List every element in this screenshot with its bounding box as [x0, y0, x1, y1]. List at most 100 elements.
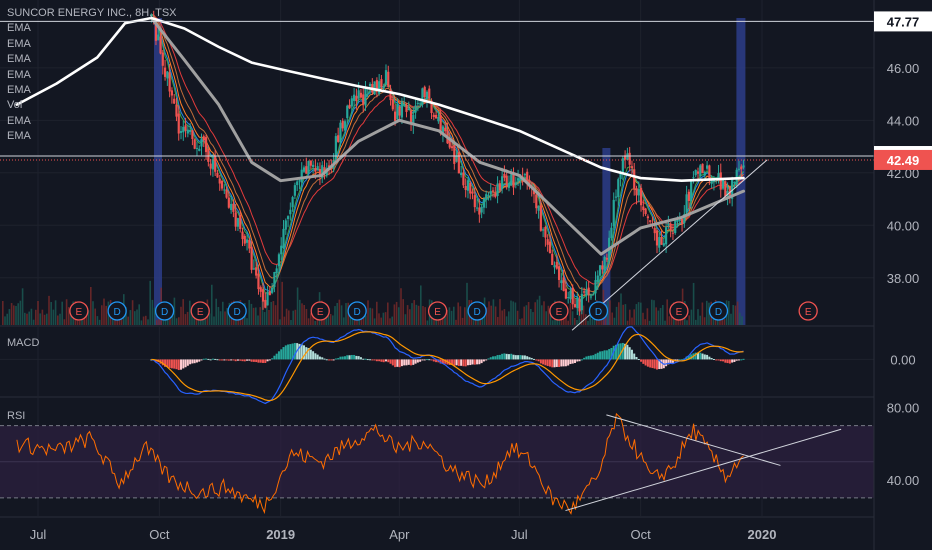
macd-histogram-bar: [218, 359, 221, 361]
macd-histogram-bar: [537, 359, 540, 362]
candle-body: [223, 189, 226, 191]
macd-histogram-bar: [539, 359, 542, 364]
macd-histogram-bar: [378, 359, 381, 362]
volume-bar: [488, 301, 490, 325]
volume-bar: [413, 300, 415, 325]
macd-histogram-bar: [387, 359, 390, 363]
macd-histogram-bar: [615, 344, 618, 360]
dividend-marker: [347, 301, 367, 321]
macd-histogram-bar: [665, 359, 668, 367]
macd-histogram-bar: [416, 359, 419, 363]
candle-body: [195, 147, 199, 149]
macd-histogram-bar: [512, 354, 515, 360]
macd-histogram-bar: [289, 344, 292, 360]
candle-body: [398, 106, 401, 116]
candle-body: [305, 166, 308, 174]
volume-bar: [565, 312, 567, 325]
volume-bar: [644, 319, 646, 325]
volume-bar: [499, 299, 501, 325]
volume-bar: [655, 307, 657, 325]
candle-body: [674, 220, 677, 234]
earnings-marker: [69, 301, 89, 321]
candle-body: [214, 156, 217, 172]
macd-histogram-bar: [617, 343, 620, 360]
macd-histogram-bar: [257, 359, 260, 363]
ema-gray-line: [149, 16, 746, 256]
macd-histogram-bar: [523, 355, 526, 360]
macd-pane[interactable]: [0, 326, 874, 405]
price-pane[interactable]: [0, 10, 874, 331]
volume-bar: [600, 316, 602, 325]
macd-histogram-bar: [200, 359, 203, 361]
event-marker-label: E: [317, 307, 324, 318]
macd-histogram-bar: [478, 359, 481, 365]
macd-histogram-bar: [161, 359, 164, 366]
macd-histogram-bar: [332, 359, 335, 361]
candle-body: [334, 136, 337, 163]
macd-histogram-bar: [246, 359, 249, 361]
macd-histogram-bar: [280, 349, 283, 360]
volume-bar: [512, 301, 514, 325]
candle-body: [318, 169, 322, 176]
macd-histogram-bar: [501, 353, 504, 360]
candle-body: [462, 172, 465, 186]
volume-bar: [189, 300, 191, 325]
candle-body: [555, 262, 558, 269]
volume-bar: [21, 288, 24, 325]
candle-body: [526, 171, 529, 182]
macd-histogram-bar: [455, 359, 458, 366]
candle-body: [740, 166, 743, 170]
macd-histogram-bar: [544, 359, 547, 366]
macd-histogram-bar: [362, 358, 365, 360]
candle-body: [551, 253, 554, 265]
macd-histogram-bar: [435, 359, 438, 363]
volume-bar: [46, 313, 48, 325]
macd-histogram-bar: [428, 359, 431, 361]
candle-body: [359, 92, 363, 98]
macd-histogram-bar: [703, 354, 706, 360]
candle-body: [496, 183, 499, 197]
volume-bar: [633, 309, 635, 325]
candle-body: [733, 182, 736, 184]
volume-bar: [741, 316, 743, 325]
macd-histogram-bar: [328, 359, 331, 361]
macd-histogram-bar: [325, 359, 328, 361]
event-marker-label: D: [234, 307, 241, 318]
event-marker-label: E: [197, 307, 204, 318]
rsi-pane[interactable]: [0, 412, 874, 515]
volume-bar: [182, 299, 184, 325]
candle-body: [583, 291, 586, 293]
candle-body: [450, 146, 454, 149]
volume-bar: [409, 309, 411, 325]
macd-label[interactable]: MACD: [7, 337, 40, 349]
macd-histogram-bar: [694, 352, 697, 360]
macd-histogram-bar: [243, 359, 246, 362]
macd-histogram-bar: [728, 359, 731, 364]
macd-histogram-bar: [277, 351, 280, 360]
candle-body: [150, 14, 153, 17]
macd-histogram-bar: [708, 356, 711, 360]
volume-bar: [536, 299, 539, 325]
macd-histogram-bar: [164, 359, 167, 367]
macd-histogram-bar: [719, 359, 722, 362]
candle-body: [510, 174, 513, 186]
macd-histogram-bar: [619, 343, 622, 360]
macd-histogram-bar: [466, 359, 469, 366]
volume-bar: [186, 311, 189, 325]
volume-bar: [382, 312, 385, 325]
rsi-label[interactable]: RSI: [7, 410, 26, 422]
macd-histogram-bar: [642, 359, 645, 364]
macd-histogram-bar: [264, 359, 267, 363]
macd-histogram-bar: [312, 351, 315, 360]
volume-bar: [94, 308, 96, 325]
volume-bar: [259, 307, 261, 325]
candle-body: [694, 170, 697, 176]
current-price-tag: 42.49: [887, 153, 920, 168]
volume-bar: [57, 315, 59, 325]
volume-bar: [178, 317, 180, 325]
candle-body: [412, 114, 415, 126]
volume-bar: [369, 307, 371, 325]
macd-histogram-bar: [314, 353, 317, 360]
macd-histogram-bar: [193, 359, 196, 364]
macd-histogram-bar: [396, 359, 399, 367]
